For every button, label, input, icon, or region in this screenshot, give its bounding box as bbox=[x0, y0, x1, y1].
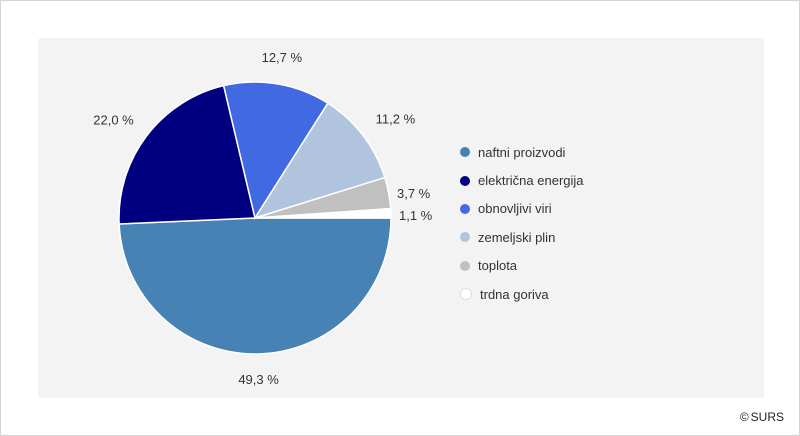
source-credit: © SURS bbox=[740, 410, 784, 424]
slice-obnovljivi-viri[interactable] bbox=[222, 81, 329, 220]
legend: naftni proizvodi električna energija obnov… bbox=[460, 138, 584, 308]
legend-swatch bbox=[460, 232, 470, 243]
slice-zemeljski-plin[interactable] bbox=[253, 102, 386, 220]
legend-label: trdna goriva bbox=[480, 286, 549, 302]
data-label-naftni-proizvodi: 49,3 % bbox=[238, 372, 279, 387]
copyright-icon: © bbox=[739, 410, 749, 424]
legend-item-elektricna-energija[interactable]: električna energija bbox=[460, 166, 584, 194]
legend-item-toplota[interactable]: toplota bbox=[460, 252, 584, 280]
slice-trdna-goriva[interactable] bbox=[254, 207, 392, 219]
slice-naftni-proizvodi[interactable] bbox=[118, 217, 392, 355]
legend-item-zemeljski-plin[interactable]: zemeljski plin bbox=[460, 223, 584, 251]
data-label-obnovljivi-viri: 12,7 % bbox=[262, 50, 303, 65]
source-label: SURS bbox=[750, 410, 784, 424]
data-label-toplota: 3,7 % bbox=[397, 186, 431, 201]
legend-label: naftni proizvodi bbox=[478, 144, 566, 160]
legend-label: električna energija bbox=[478, 173, 584, 189]
legend-swatch bbox=[460, 175, 470, 186]
legend-item-naftni-proizvodi[interactable]: naftni proizvodi bbox=[460, 138, 584, 166]
legend-swatch bbox=[460, 260, 470, 271]
pie-labels: 49,3 % 22,0 % 12,7 % 11,2 % 3,7 % 1,1 % bbox=[93, 50, 432, 387]
data-label-trdna-goriva: 1,1 % bbox=[399, 208, 433, 223]
data-label-elektricna-energija: 22,0 % bbox=[93, 112, 134, 127]
legend-label: toplota bbox=[478, 258, 518, 274]
data-label-zemeljski-plin: 11,2 % bbox=[376, 112, 416, 127]
legend-label: obnovljivi viri bbox=[478, 201, 552, 217]
legend-swatch bbox=[460, 288, 472, 301]
legend-item-trdna-goriva[interactable]: trdna goriva bbox=[460, 280, 584, 308]
pie-slices bbox=[118, 81, 392, 355]
legend-swatch bbox=[460, 147, 470, 158]
legend-item-obnovljivi-viri[interactable]: obnovljivi viri bbox=[460, 195, 584, 223]
legend-label: zemeljski plin bbox=[478, 229, 556, 245]
slice-elektricna-energija[interactable] bbox=[118, 84, 256, 225]
legend-swatch bbox=[460, 203, 470, 214]
